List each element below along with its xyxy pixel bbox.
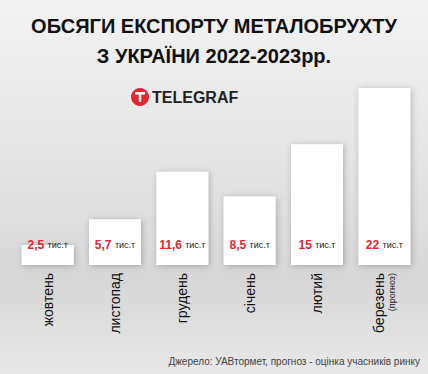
svg-text:TELEGRAF: TELEGRAF	[152, 89, 238, 106]
svg-text:тис.т: тис.т	[383, 240, 403, 250]
svg-text:тис.т: тис.т	[250, 240, 270, 250]
svg-text:З УКРАЇНИ 2022-2023рр.: З УКРАЇНИ 2022-2023рр.	[97, 45, 331, 67]
svg-text:Джерело: УАВтормет, прогноз -: Джерело: УАВтормет, прогноз - оцінка уча…	[168, 356, 420, 367]
svg-text:січень: січень	[242, 273, 258, 313]
svg-text:тис.т: тис.т	[48, 240, 68, 250]
svg-text:ОБСЯГИ ЕКСПОРТУ МЕТАЛОБРУХТУ: ОБСЯГИ ЕКСПОРТУ МЕТАЛОБРУХТУ	[31, 15, 397, 37]
svg-text:лютий: лютий	[309, 273, 325, 313]
svg-text:тис.т: тис.т	[315, 240, 335, 250]
svg-text:2,5: 2,5	[28, 238, 48, 252]
svg-text:11,6: 11,6	[159, 238, 185, 252]
svg-text:грудень: грудень	[174, 273, 190, 323]
svg-text:15: 15	[299, 238, 316, 252]
svg-text:тис.т: тис.т	[115, 240, 135, 250]
svg-text:5,7: 5,7	[95, 238, 115, 252]
svg-text:жовтень: жовтень	[40, 273, 56, 326]
svg-text:березень: березень	[371, 273, 387, 333]
svg-text:(прогноз): (прогноз)	[387, 273, 397, 311]
svg-text:тис.т: тис.т	[185, 240, 205, 250]
svg-text:22: 22	[366, 238, 383, 252]
svg-text:8,5: 8,5	[230, 238, 250, 252]
svg-text:листопад: листопад	[107, 273, 123, 334]
